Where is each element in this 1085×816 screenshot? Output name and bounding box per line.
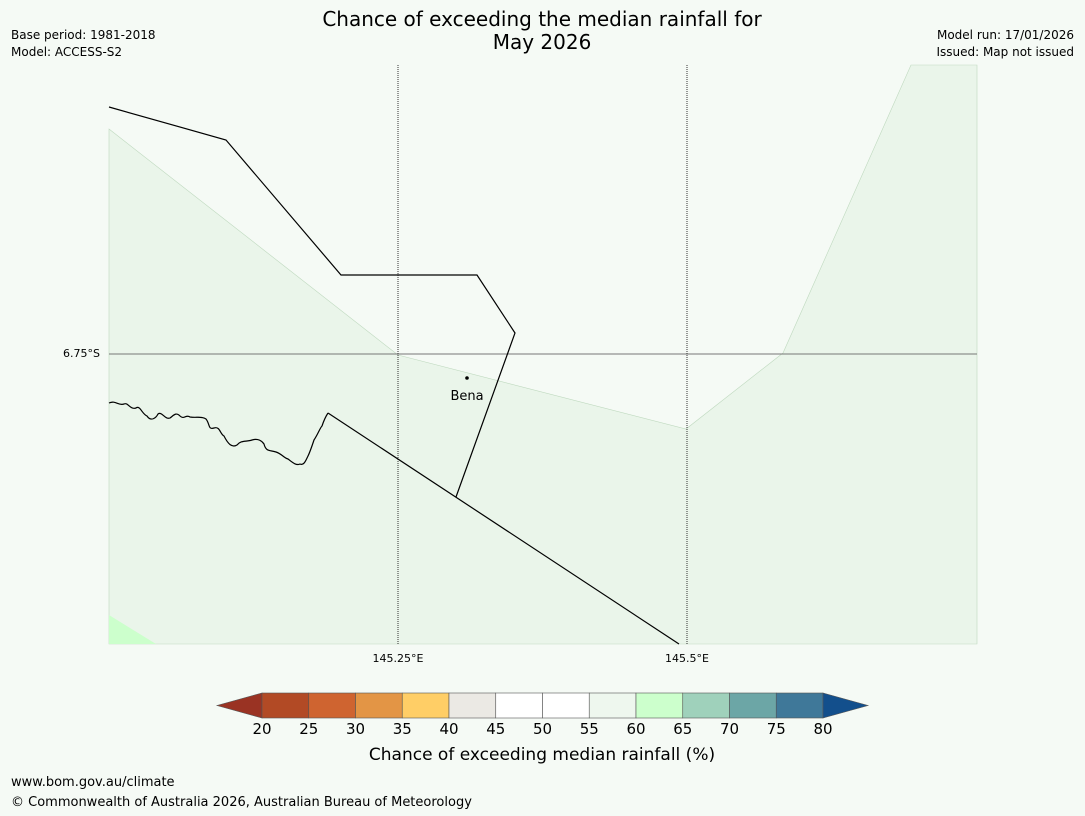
colorbar-segment: [308, 692, 356, 719]
footer-url: www.bom.gov.au/climate: [11, 775, 175, 790]
colorbar-segment: [355, 692, 403, 719]
colorbar-tick-label: 20: [252, 720, 272, 738]
colorbar-segment: [542, 692, 590, 719]
colorbar-tick-label: 55: [579, 720, 599, 738]
colorbar-segment: [401, 692, 450, 719]
colorbar-extend-low: [215, 692, 263, 719]
base-period: Base period: 1981-2018: [11, 28, 156, 42]
place-marker-bena: [465, 376, 469, 380]
province-boundary-north: [108, 106, 516, 498]
colorbar-tick-label: 80: [813, 720, 833, 738]
river-line: [108, 401, 329, 466]
title-line-1: Chance of exceeding the median rainfall …: [322, 7, 762, 31]
colorbar-tick-label: 25: [299, 720, 319, 738]
colorbar-segment: [261, 692, 310, 719]
title-line-2: May 2026: [492, 30, 592, 54]
latitude-label: 6.75°S: [63, 347, 100, 360]
colorbar-tick-label: 60: [626, 720, 646, 738]
colorbar-tick-label: 75: [766, 720, 786, 738]
colorbar-extend-high: [822, 692, 870, 719]
model-name: Model: ACCESS-S2: [11, 45, 123, 59]
colorbar-tick-label: 65: [673, 720, 693, 738]
colorbar-tick-label: 35: [392, 720, 412, 738]
colorbar-tick-label: 30: [345, 720, 366, 738]
issued-status: Issued: Map not issued: [936, 45, 1074, 59]
colorbar-segment: [729, 692, 777, 719]
province-boundary-south: [327, 412, 680, 645]
colorbar-tick-label: 45: [486, 720, 506, 738]
footer-copyright: © Commonwealth of Australia 2026, Austra…: [11, 795, 472, 810]
colorbar-segment: [635, 692, 684, 719]
colorbar-segment: [682, 692, 730, 719]
colorbar-label: Chance of exceeding median rainfall (%): [368, 745, 716, 765]
meta-right: Model run: 17/01/2026 Issued: Map not is…: [936, 27, 1074, 61]
colorbar-tick-label: 70: [719, 720, 740, 738]
colorbar-tick-label: 50: [532, 720, 553, 738]
probability-region-green: [109, 615, 156, 644]
longitude-label-145-25: 145.25°E: [372, 652, 424, 665]
meta-left: Base period: 1981-2018 Model: ACCESS-S2: [11, 27, 156, 61]
colorbar-segment: [588, 692, 637, 719]
colorbar: [215, 692, 870, 719]
model-run: Model run: 17/01/2026: [936, 28, 1074, 42]
map-title: Chance of exceeding the median rainfall …: [242, 8, 842, 54]
longitude-label-145-5: 145.5°E: [665, 652, 709, 665]
place-label-bena: Bena: [450, 389, 484, 404]
colorbar-segment: [495, 692, 543, 719]
colorbar-segment: [448, 692, 497, 719]
colorbar-tick-label: 40: [439, 720, 459, 738]
colorbar-segment: [775, 692, 824, 719]
